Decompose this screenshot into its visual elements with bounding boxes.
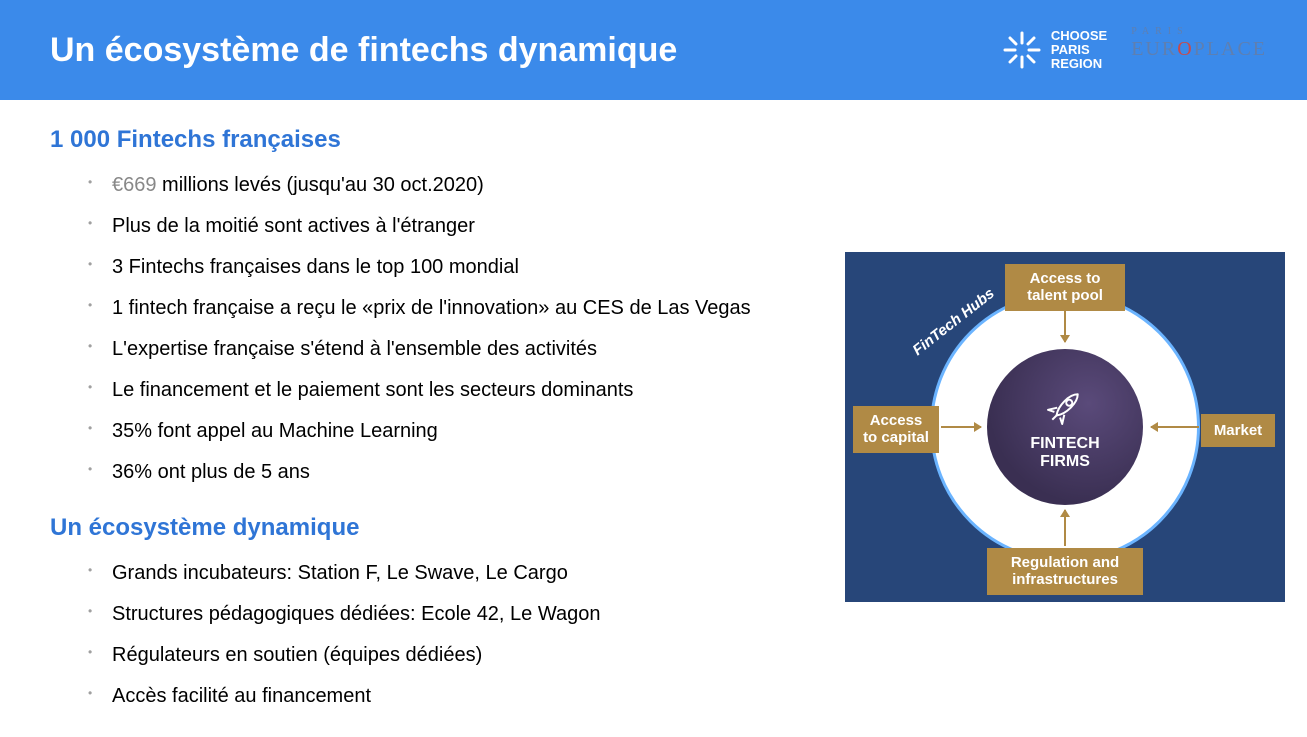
fintech-diagram: FinTech Hubs FINTECH FIRMS Access to tal… [845,252,1285,602]
list-item: 35% font appel au Machine Learning [88,418,850,445]
list-item: 3 Fintechs françaises dans le top 100 mo… [88,254,850,281]
node-top-l2: talent pool [1027,287,1103,304]
node-bottom: Regulation and infrastructures [987,548,1143,595]
logo-europlace-suffix: PLACE [1194,38,1267,60]
node-left: Access to capital [853,406,939,453]
node-top-l1: Access to [1030,270,1101,287]
list-item: L'expertise française s'étend à l'ensemb… [88,336,850,363]
header-logos: CHOOSE PARIS REGION PARIS EUROPLACE [1001,29,1267,72]
node-left-l2: to capital [863,429,929,446]
logo-cpr-line2: PARIS [1051,43,1107,57]
list-item: Plus de la moitié sont actives à l'étran… [88,213,850,240]
list-item: Le financement et le paiement sont les s… [88,377,850,404]
section1-list: €669 millions levés (jusqu'au 30 oct.202… [50,172,850,486]
center-line2: FIRMS [1040,453,1090,470]
center-label: FINTECH FIRMS [1030,435,1099,470]
section1-heading: 1 000 Fintechs françaises [50,126,850,154]
grey-amount: €669 [112,174,157,196]
arrow-right [1151,426,1199,428]
logo-europlace-o: O [1177,38,1193,60]
text-column: 1 000 Fintechs françaises €669 millions … [50,120,850,724]
logo-cpr-line1: CHOOSE [1051,29,1107,43]
list-item: Structures pédagogiques dédiées: Ecole 4… [88,601,850,628]
arrow-top [1064,306,1066,342]
page-title: Un écosystème de fintechs dynamique [50,31,677,70]
logo-cpr-text: CHOOSE PARIS REGION [1051,29,1107,72]
arrow-left [941,426,981,428]
list-item: Accès facilité au financement [88,683,850,710]
node-left-l1: Access [870,412,923,429]
rocket-icon [1041,383,1089,431]
node-bottom-l1: Regulation and [1011,554,1119,571]
node-top: Access to talent pool [1005,264,1125,311]
sunburst-icon [1001,29,1043,71]
node-right: Market [1201,414,1275,447]
section2-heading: Un écosystème dynamique [50,514,850,542]
diagram-center: FINTECH FIRMS [987,349,1143,505]
list-item: Régulateurs en soutien (équipes dédiées) [88,642,850,669]
list-item: 36% ont plus de 5 ans [88,459,850,486]
logo-cpr-line3: REGION [1051,57,1107,71]
node-bottom-l2: infrastructures [1012,571,1118,588]
logo-europlace-top: PARIS [1131,26,1188,37]
logo-europlace: PARIS EUROPLACE [1131,38,1267,61]
logo-europlace-prefix: EUR [1131,38,1177,60]
node-right-l1: Market [1214,422,1262,439]
list-text: millions levés (jusqu'au 30 oct.2020) [157,174,484,196]
header-bar: Un écosystème de fintechs dynamique CHOO… [0,0,1307,100]
list-item: Grands incubateurs: Station F, Le Swave,… [88,560,850,587]
arrow-bottom [1064,510,1066,546]
list-item: 1 fintech française a reçu le «prix de l… [88,295,850,322]
logo-choose-paris-region: CHOOSE PARIS REGION [1001,29,1107,72]
section2-list: Grands incubateurs: Station F, Le Swave,… [50,560,850,710]
center-line1: FINTECH [1030,435,1099,452]
list-item: €669 millions levés (jusqu'au 30 oct.202… [88,172,850,199]
